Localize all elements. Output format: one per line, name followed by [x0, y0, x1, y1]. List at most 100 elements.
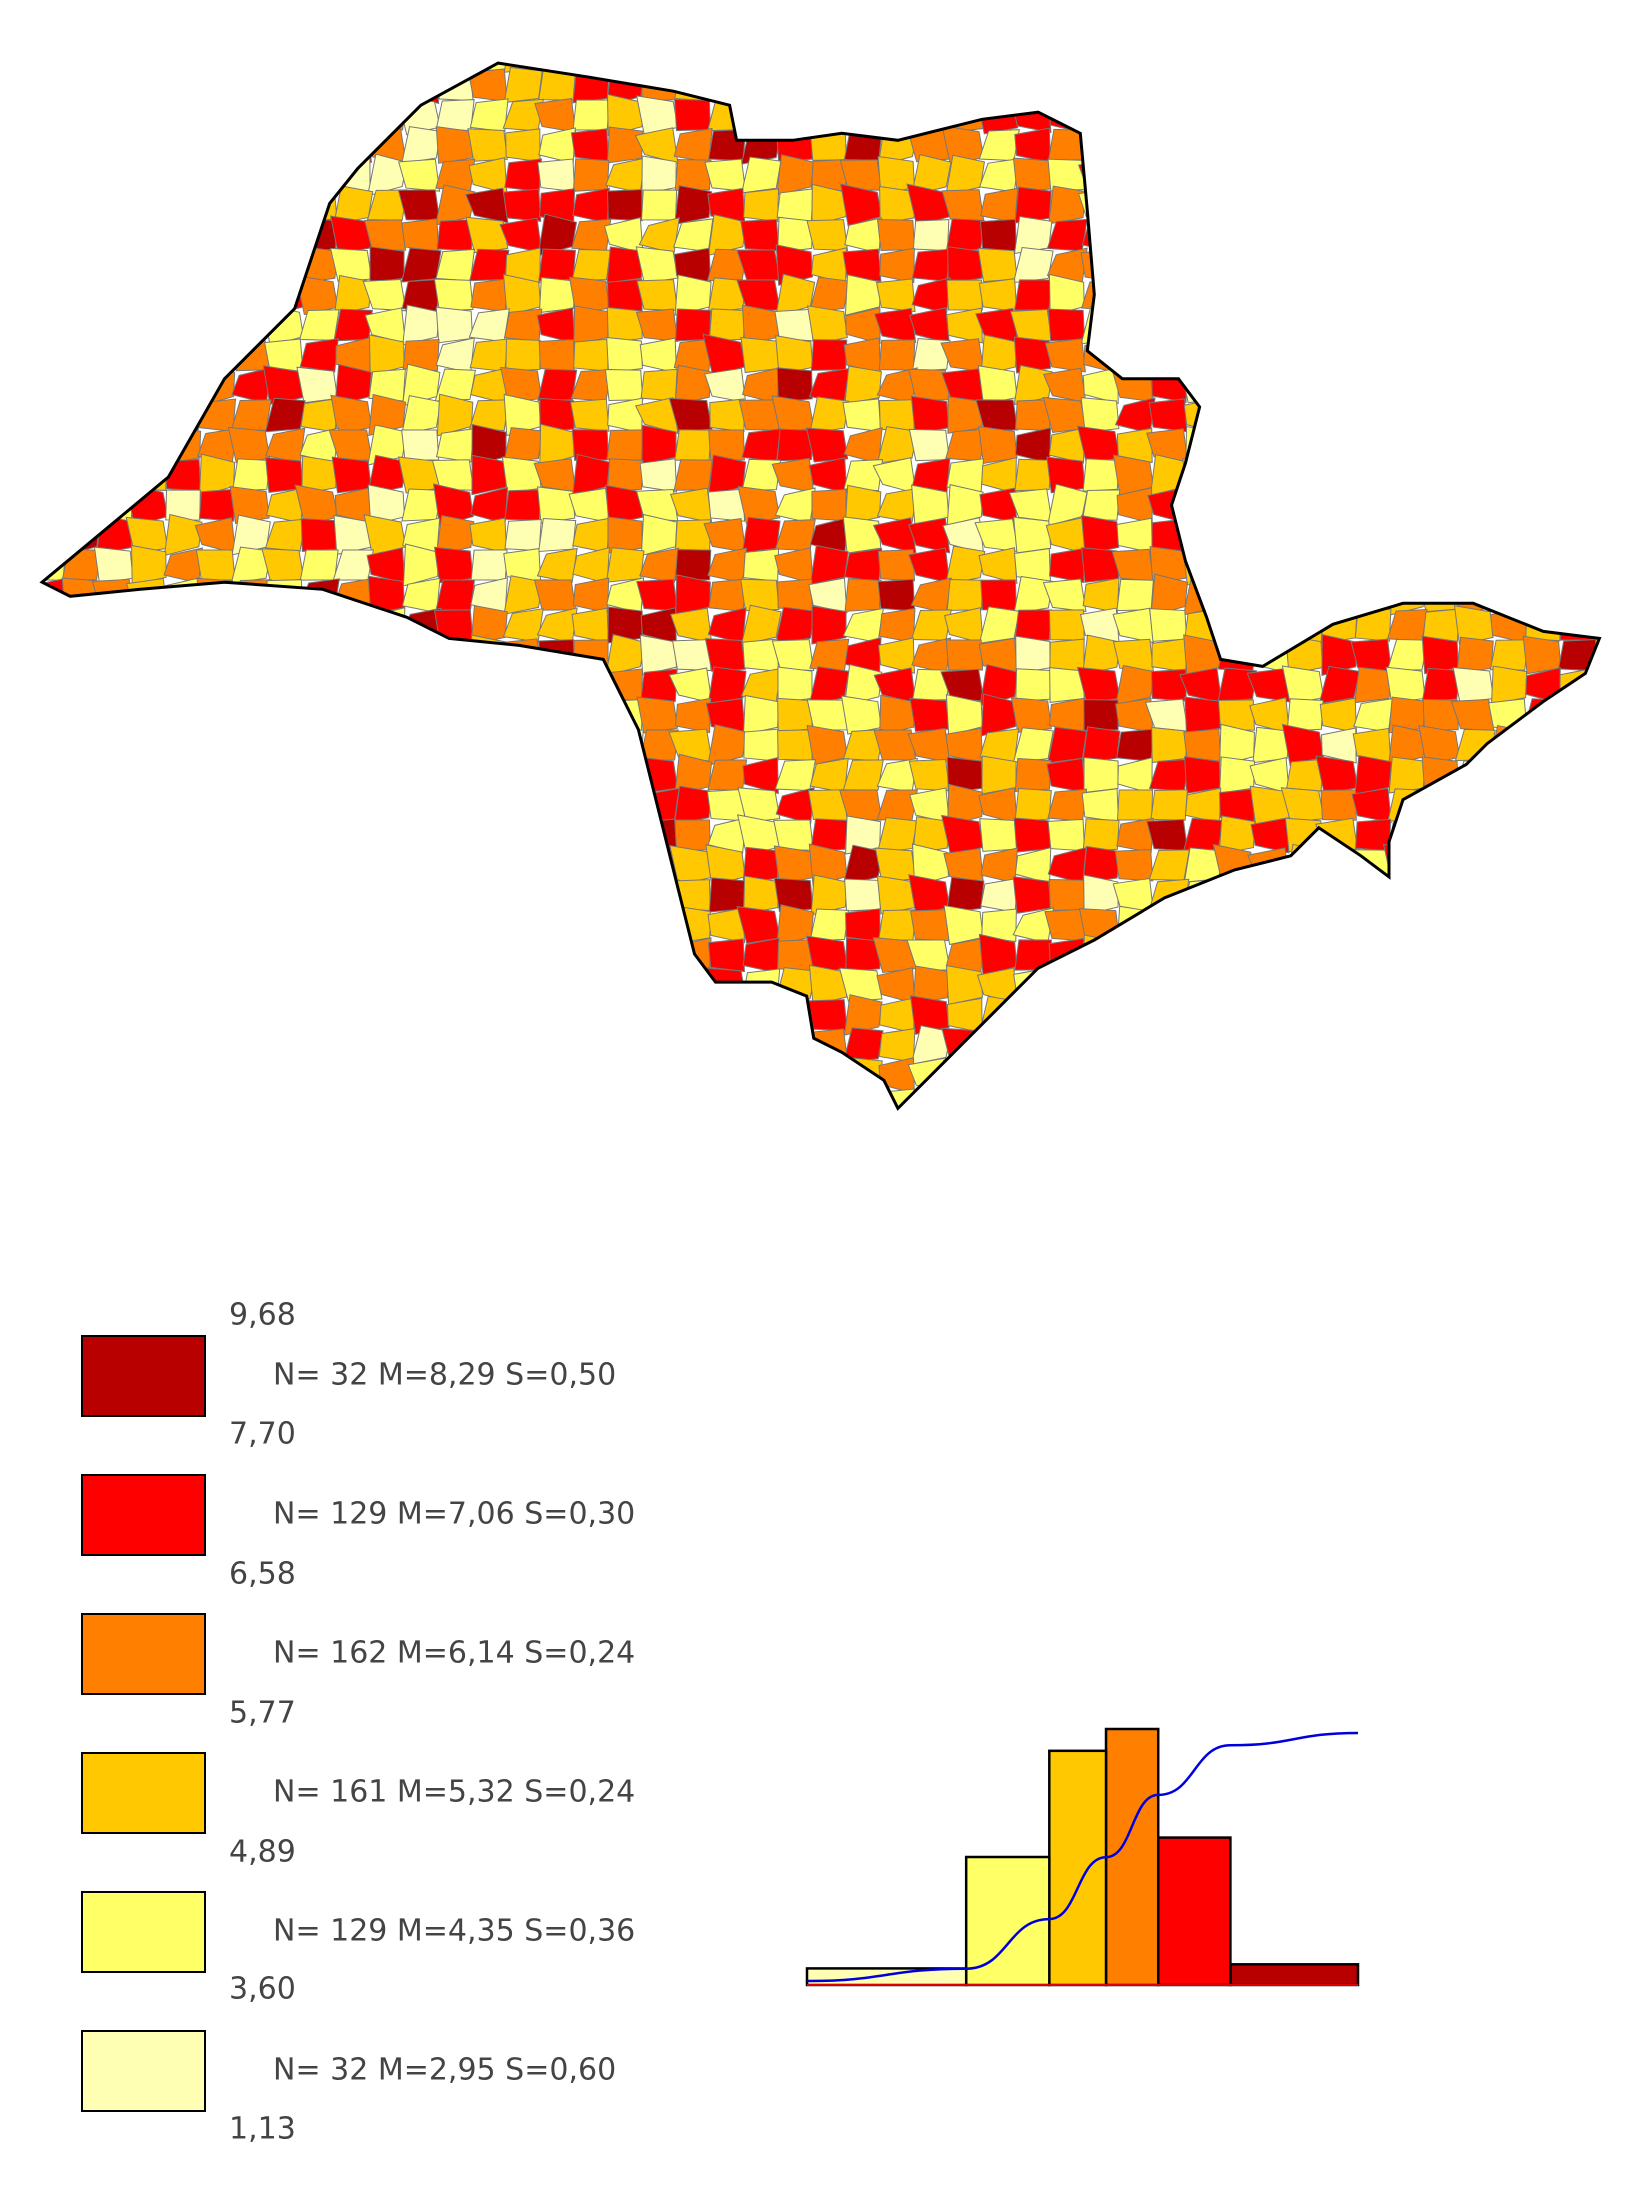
municipality	[467, 128, 508, 162]
municipality	[469, 757, 509, 793]
municipality	[231, 908, 270, 943]
municipality	[434, 1084, 474, 1109]
municipality	[232, 758, 271, 793]
municipality	[232, 879, 270, 911]
municipality	[299, 848, 339, 882]
municipality	[1422, 787, 1459, 825]
municipality	[95, 457, 135, 494]
municipality	[96, 69, 134, 101]
municipality	[1422, 157, 1461, 193]
municipality	[1218, 998, 1256, 1032]
municipality	[1592, 278, 1600, 312]
municipality	[264, 637, 304, 674]
municipality	[1184, 787, 1222, 824]
municipality	[401, 938, 442, 972]
municipality	[1320, 159, 1359, 192]
municipality	[366, 153, 408, 197]
municipality	[1112, 638, 1154, 672]
municipality	[743, 188, 779, 223]
municipality	[1184, 334, 1221, 376]
municipality	[1486, 248, 1528, 282]
municipality	[1178, 127, 1223, 163]
municipality	[1285, 908, 1325, 942]
municipality	[1422, 698, 1459, 732]
municipality	[1251, 878, 1290, 913]
municipality	[1285, 307, 1325, 344]
municipality	[844, 68, 881, 102]
municipality	[194, 607, 237, 644]
municipality	[1593, 153, 1600, 197]
municipality	[1285, 63, 1325, 72]
municipality	[1148, 849, 1190, 881]
municipality	[1013, 516, 1052, 554]
municipality	[1284, 67, 1324, 104]
municipality	[42, 603, 66, 647]
municipality	[468, 399, 510, 431]
municipality	[265, 998, 306, 1032]
municipality	[1387, 457, 1427, 494]
class-stats: N= 161 M=5,32 S=0,24	[273, 1775, 635, 1810]
municipality	[741, 516, 781, 554]
municipality	[469, 877, 509, 914]
municipality	[1558, 757, 1597, 793]
municipality	[401, 395, 442, 436]
municipality	[62, 789, 99, 821]
municipality	[163, 63, 203, 75]
municipality	[505, 128, 541, 163]
municipality	[536, 547, 578, 584]
municipality	[811, 605, 847, 645]
municipality	[844, 578, 882, 612]
municipality	[1520, 578, 1562, 613]
municipality	[333, 788, 373, 822]
municipality	[1522, 635, 1562, 675]
municipality	[736, 249, 781, 281]
municipality	[163, 338, 202, 373]
municipality	[1083, 756, 1119, 794]
municipality	[1353, 997, 1394, 1033]
municipality	[1490, 67, 1528, 104]
municipality	[58, 69, 101, 101]
municipality	[231, 727, 272, 764]
municipality	[1557, 308, 1597, 342]
municipality	[1557, 785, 1596, 825]
municipality	[164, 878, 202, 913]
municipality	[368, 607, 406, 644]
municipality	[810, 247, 848, 284]
municipality	[1522, 308, 1562, 343]
municipality	[1524, 158, 1562, 193]
municipality	[436, 937, 475, 973]
municipality	[1287, 218, 1323, 253]
municipality	[1455, 938, 1496, 973]
municipality	[606, 126, 644, 164]
municipality	[60, 63, 103, 72]
municipality	[674, 549, 712, 581]
municipality	[1351, 787, 1392, 824]
municipality	[572, 187, 610, 224]
municipality	[1488, 273, 1530, 317]
municipality	[1557, 904, 1598, 946]
municipality	[1589, 843, 1600, 887]
municipality	[909, 307, 950, 344]
municipality	[774, 519, 816, 552]
municipality	[294, 814, 339, 856]
municipality	[300, 398, 338, 433]
municipality	[331, 726, 372, 764]
municipality	[161, 189, 202, 221]
municipality	[1116, 307, 1154, 344]
municipality	[1181, 1119, 1222, 1151]
municipality	[42, 125, 65, 165]
municipality	[604, 997, 646, 1033]
municipality	[95, 1119, 132, 1152]
municipality	[945, 964, 983, 1006]
municipality	[1148, 398, 1188, 433]
municipality	[945, 154, 986, 196]
municipality	[1048, 427, 1086, 464]
municipality	[401, 429, 440, 461]
municipality	[741, 458, 782, 492]
municipality	[572, 547, 610, 585]
municipality	[1554, 337, 1597, 374]
municipality	[435, 158, 476, 192]
municipality	[639, 63, 678, 72]
municipality	[265, 937, 304, 974]
municipality	[1321, 727, 1357, 764]
